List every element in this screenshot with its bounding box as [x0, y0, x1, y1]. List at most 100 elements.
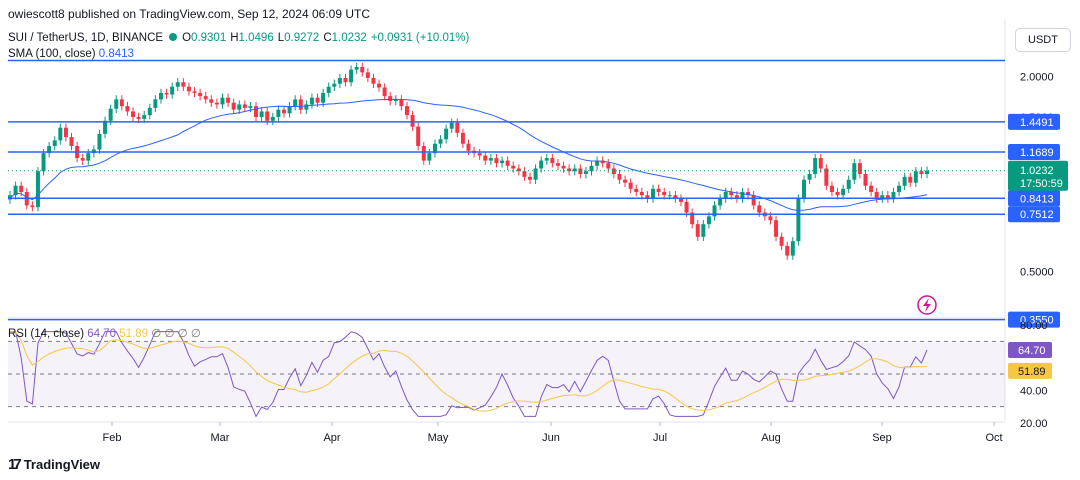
candle-body [667, 195, 672, 197]
candle-body [337, 77, 342, 84]
candle-body [86, 153, 91, 161]
candle-body [477, 153, 482, 156]
sma-legend[interactable]: SMA (100, close) 0.8413 [8, 48, 134, 60]
candle-body [125, 106, 130, 112]
candle-body [388, 96, 393, 102]
candle-body [874, 191, 879, 199]
candle-body [460, 132, 465, 144]
sma-value: 0.8413 [98, 48, 134, 60]
candle-body [97, 133, 102, 150]
candle-body [349, 69, 354, 83]
level-badge [1008, 311, 1060, 328]
candle-body [678, 198, 683, 202]
candle-body [69, 137, 74, 147]
candle-body [589, 165, 594, 172]
candle-body [108, 108, 113, 121]
candle-body [382, 87, 387, 97]
candle-body [902, 176, 907, 186]
candle-body [818, 158, 823, 169]
close-label: C [323, 32, 332, 44]
candle-body [192, 91, 197, 93]
candle-body [522, 171, 527, 177]
candle-body [561, 165, 566, 169]
candle-body [583, 171, 588, 174]
candle-body [807, 174, 812, 180]
candle-body [790, 241, 795, 256]
tradingview-brand[interactable]: 17 TradingView [8, 456, 100, 473]
candle-body [153, 99, 158, 108]
level-badge-text: 1.1689 [1020, 147, 1054, 159]
time-axis-tick: Feb [103, 432, 122, 444]
candle-body [13, 185, 18, 196]
candle-body [908, 176, 913, 183]
candle-body [209, 99, 214, 103]
candle-body [131, 111, 136, 117]
candle-body [734, 195, 739, 199]
time-axis-tick: Mar [211, 432, 230, 444]
candle-body [801, 179, 806, 199]
candle-body [203, 96, 208, 100]
candle-body [281, 109, 286, 114]
level-badge-text: 0.3550 [1020, 315, 1054, 327]
candle-body [528, 176, 533, 180]
candle-body [595, 160, 600, 166]
candle-body [628, 182, 633, 189]
rsi-legend[interactable]: RSI (14, close) 64.70 51.89 ∅ ∅ ∅ ∅ [8, 326, 201, 340]
time-axis-tick: Oct [985, 432, 1002, 444]
candle-body [377, 83, 382, 88]
candle-body [399, 99, 404, 107]
countdown-text: 17:50:59 [1020, 178, 1063, 190]
close-value: 1.0232 [331, 32, 367, 44]
last-price-text: 1.0232 [1020, 165, 1054, 177]
candle-body [136, 116, 141, 119]
high-label: H [230, 32, 239, 44]
rsi-ma-line [10, 331, 928, 412]
candle-body [617, 174, 622, 180]
candle-body [533, 168, 538, 180]
low-label: L [277, 32, 285, 44]
candle-body [639, 191, 644, 196]
price-axis-tick: 0.5000 [1020, 267, 1054, 279]
rsi-badge [1008, 342, 1052, 359]
candle-body [147, 107, 152, 116]
candle-body [494, 158, 499, 164]
rsi-ma-badge-text: 51.89 [1018, 366, 1046, 378]
low-value: 0.9272 [284, 32, 320, 44]
symbol-label[interactable]: SUI / TetherUS, 1D, BINANCE [8, 32, 164, 44]
candle-body [58, 127, 63, 141]
candle-body [343, 77, 348, 83]
candle-body [796, 198, 801, 242]
candle-body [276, 109, 281, 117]
candle-body [835, 191, 840, 196]
candle-body [449, 122, 454, 129]
candles-group [8, 62, 929, 260]
candle-body [706, 216, 711, 225]
candle-body [47, 146, 52, 154]
candle-body [746, 191, 751, 196]
candle-body [606, 163, 611, 169]
candle-body [729, 191, 734, 196]
candle-body [427, 153, 432, 161]
last-price-badge [1008, 160, 1068, 191]
candle-body [869, 185, 874, 192]
candle-body [634, 188, 639, 192]
price-axis-tick: 2.0000 [1020, 72, 1054, 84]
candle-body [220, 97, 225, 105]
candle-body [186, 86, 191, 92]
candle-body [505, 160, 510, 166]
currency-button[interactable]: USDT [1015, 28, 1071, 52]
time-axis-tick: Apr [323, 432, 340, 444]
rsi-badge-text: 64.70 [1018, 345, 1046, 357]
candle-body [231, 102, 236, 110]
candle-body [852, 163, 857, 180]
candle-body [516, 168, 521, 172]
candle-body [393, 99, 398, 102]
candle-body [63, 127, 68, 138]
candle-body [846, 179, 851, 189]
candle-body [645, 195, 650, 199]
candle-body [483, 155, 488, 161]
candle-body [321, 92, 326, 103]
candle-body [455, 122, 460, 133]
candle-body [779, 236, 784, 246]
